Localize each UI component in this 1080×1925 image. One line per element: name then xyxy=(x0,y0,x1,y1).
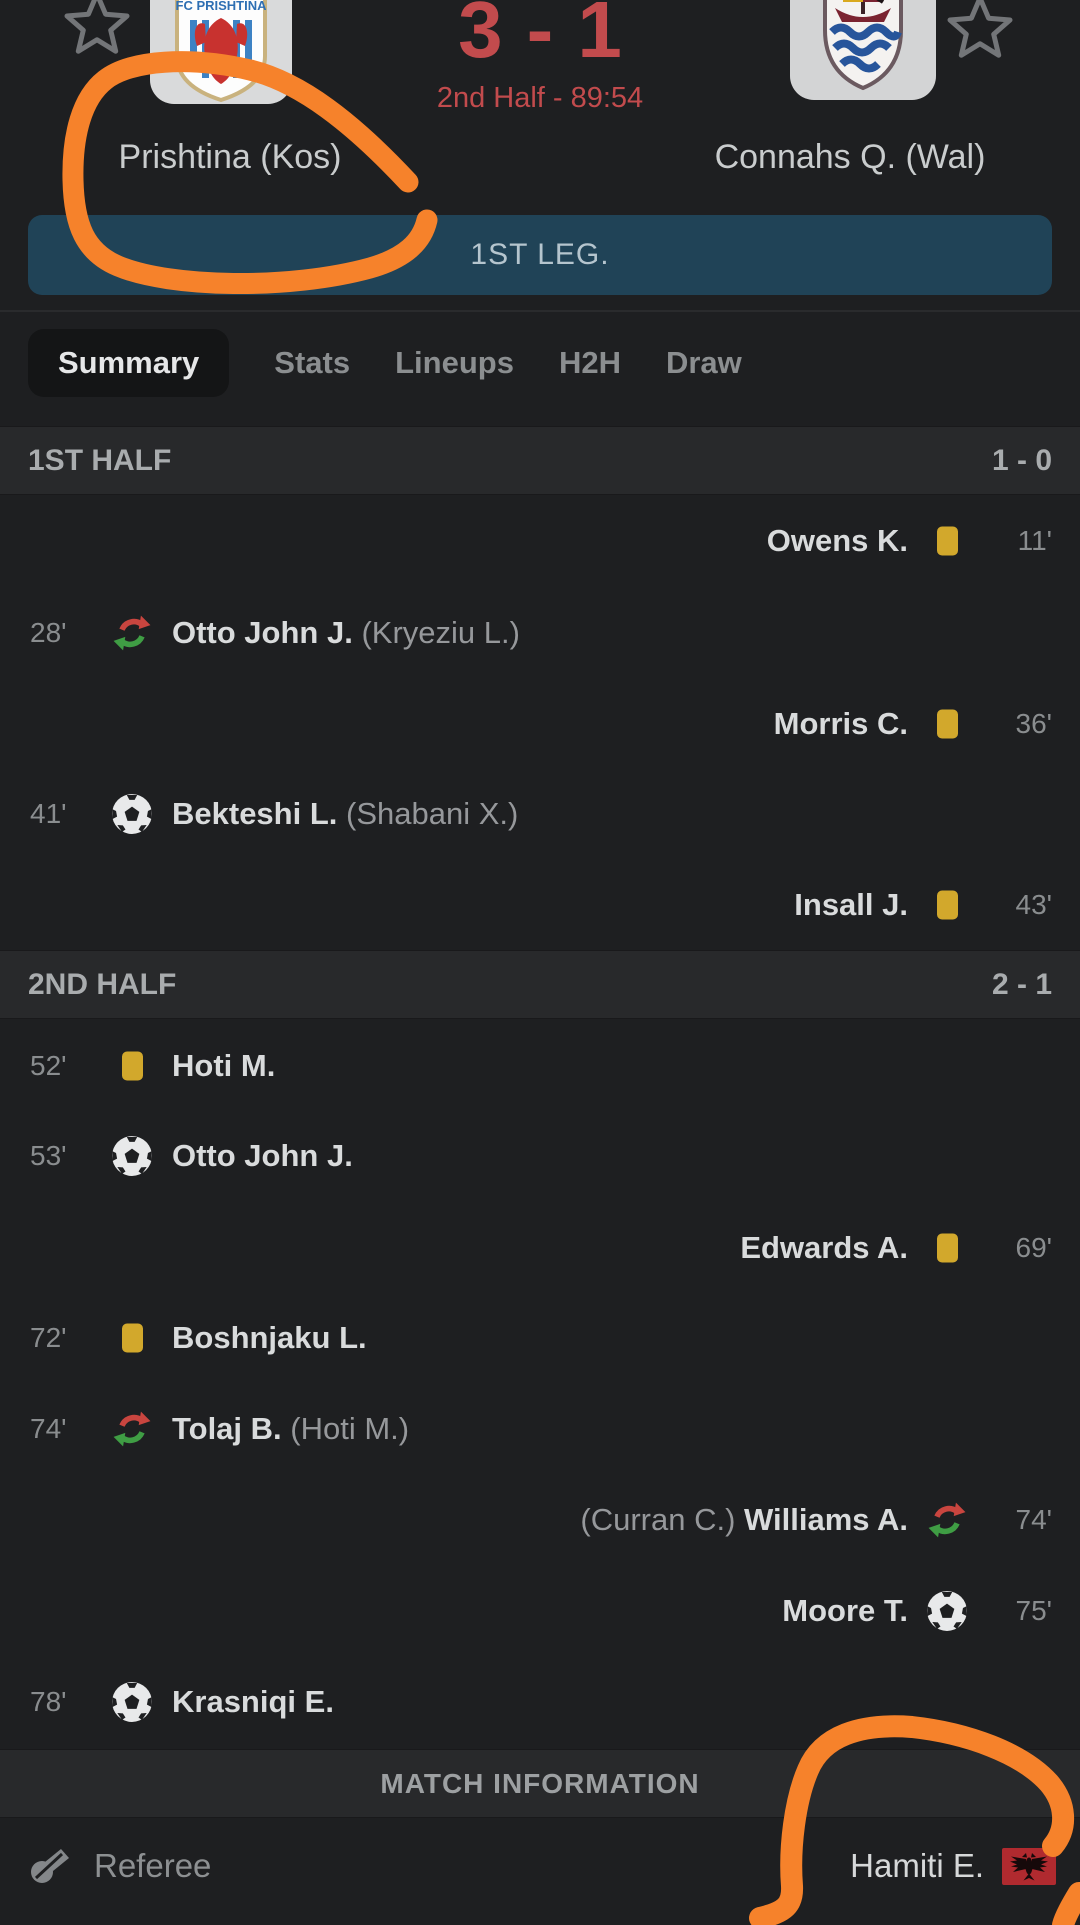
substituted-player: (Hoti M.) xyxy=(290,1410,410,1446)
event-time: 78' xyxy=(30,1685,67,1717)
section-header-2nd-half: 2ND HALF 2 - 1 xyxy=(0,950,1080,1019)
referee-row: Referee Hamiti E. xyxy=(0,1816,1080,1916)
yellow-card-icon xyxy=(925,709,969,738)
event-time: 36' xyxy=(1015,707,1053,739)
event-row[interactable]: Morris C. 36' xyxy=(0,678,1080,769)
event-row[interactable]: 28' Otto John J. (Kryeziu L.) xyxy=(0,587,1080,678)
svg-text:FC PRISHTINA: FC PRISHTINA xyxy=(176,0,268,13)
player-name: Tolaj B. (Hoti M.) xyxy=(172,1410,410,1446)
player-name: Krasniqi E. xyxy=(172,1683,334,1719)
albania-flag-icon xyxy=(1002,1847,1056,1885)
home-team-name[interactable]: Prishtina (Kos) xyxy=(118,138,342,176)
player-name: Insall J. xyxy=(794,886,908,922)
divider xyxy=(0,310,1080,312)
score-home: 3 xyxy=(458,0,503,74)
event-row[interactable]: 52' Hoti M. xyxy=(0,1020,1080,1111)
score-away: 1 xyxy=(577,0,622,74)
team-logo-away[interactable] xyxy=(790,0,936,100)
player-name: Bekteshi L. (Shabani X.) xyxy=(172,795,519,831)
favorite-star-home-icon[interactable] xyxy=(61,0,133,60)
section-header-1st-half: 1ST HALF 1 - 0 xyxy=(0,426,1080,495)
yellow-card-icon xyxy=(110,1323,154,1352)
event-time: 53' xyxy=(30,1139,67,1171)
connahs-quay-crest-icon xyxy=(823,0,903,91)
player-name: Moore T. xyxy=(782,1592,908,1628)
event-time: 43' xyxy=(1015,888,1053,920)
referee-name: Hamiti E. xyxy=(850,1847,984,1884)
referee-label: Referee xyxy=(94,1847,212,1884)
event-time: 52' xyxy=(30,1049,67,1081)
goal-icon xyxy=(110,1135,154,1177)
score-separator: - xyxy=(526,0,554,74)
event-time: 72' xyxy=(30,1321,67,1353)
section-score: 2 - 1 xyxy=(991,967,1052,1001)
substitution-icon xyxy=(925,1501,969,1539)
event-row[interactable]: Owens K. 11' xyxy=(0,495,1080,586)
substituted-player: (Curran C.) xyxy=(580,1501,736,1537)
player-name: Otto John J. xyxy=(172,1137,353,1173)
tab-stats[interactable]: Stats xyxy=(274,345,351,380)
event-row[interactable]: Edwards A. 69' xyxy=(0,1202,1080,1293)
player-name: Hoti M. xyxy=(172,1047,276,1083)
player-name: Morris C. xyxy=(773,705,908,741)
event-time: 75' xyxy=(1015,1594,1053,1626)
player-name: (Curran C.) Williams A. xyxy=(580,1501,908,1537)
goal-icon xyxy=(925,1590,969,1632)
event-time: 41' xyxy=(30,797,67,829)
substitution-icon xyxy=(110,614,154,652)
event-time: 11' xyxy=(1017,524,1052,556)
player-name: Otto John J. (Kryeziu L.) xyxy=(172,614,520,650)
tab-lineups[interactable]: Lineups xyxy=(395,345,514,380)
goal-icon xyxy=(110,793,154,835)
event-row[interactable]: 78' Krasniqi E. xyxy=(0,1656,1080,1747)
event-time: 74' xyxy=(1015,1503,1053,1535)
event-row[interactable]: 41' Bekteshi L. (Shabani X.) xyxy=(0,768,1080,859)
event-row[interactable]: 53' Otto John J. xyxy=(0,1110,1080,1201)
event-row[interactable]: 74' Tolaj B. (Hoti M.) xyxy=(0,1383,1080,1474)
assist-player: (Shabani X.) xyxy=(346,795,519,831)
event-time: 74' xyxy=(30,1412,67,1444)
match-information-title: MATCH INFORMATION xyxy=(380,1767,700,1799)
event-time: 69' xyxy=(1015,1231,1053,1263)
away-team-name[interactable]: Connahs Q. (Wal) xyxy=(714,138,986,176)
player-name: Owens K. xyxy=(766,522,908,558)
match-status: 2nd Half - 89:54 xyxy=(436,82,644,114)
substituted-player: (Kryeziu L.) xyxy=(361,614,520,650)
event-row[interactable]: 72' Boshnjaku L. xyxy=(0,1292,1080,1383)
yellow-card-icon xyxy=(925,1233,969,1262)
section-title: 1ST HALF xyxy=(28,443,172,477)
event-time: 28' xyxy=(30,616,67,648)
event-row[interactable]: (Curran C.) Williams A. 74' xyxy=(0,1474,1080,1565)
substitution-icon xyxy=(110,1410,154,1448)
match-score: 3 - 1 xyxy=(0,0,1080,70)
tab-draw[interactable]: Draw xyxy=(665,345,742,380)
yellow-card-icon xyxy=(110,1051,154,1080)
event-row[interactable]: Moore T. 75' xyxy=(0,1565,1080,1656)
section-score: 1 - 0 xyxy=(991,443,1052,477)
yellow-card-icon xyxy=(925,890,969,919)
tab-bar: Summary Stats Lineups H2H Draw xyxy=(28,329,742,397)
yellow-card-icon xyxy=(925,526,969,555)
event-row[interactable]: Insall J. 43' xyxy=(0,859,1080,950)
leg-banner: 1ST LEG. xyxy=(28,215,1052,295)
player-name: Boshnjaku L. xyxy=(172,1319,367,1355)
goal-icon xyxy=(110,1681,154,1723)
section-title: 2ND HALF xyxy=(28,967,177,1001)
tab-h2h[interactable]: H2H xyxy=(558,345,621,380)
player-name: Edwards A. xyxy=(740,1229,908,1265)
match-information-header: MATCH INFORMATION xyxy=(0,1749,1080,1818)
favorite-star-away-icon[interactable] xyxy=(944,0,1016,64)
tab-summary[interactable]: Summary xyxy=(28,329,230,397)
whistle-icon xyxy=(31,1849,69,1883)
